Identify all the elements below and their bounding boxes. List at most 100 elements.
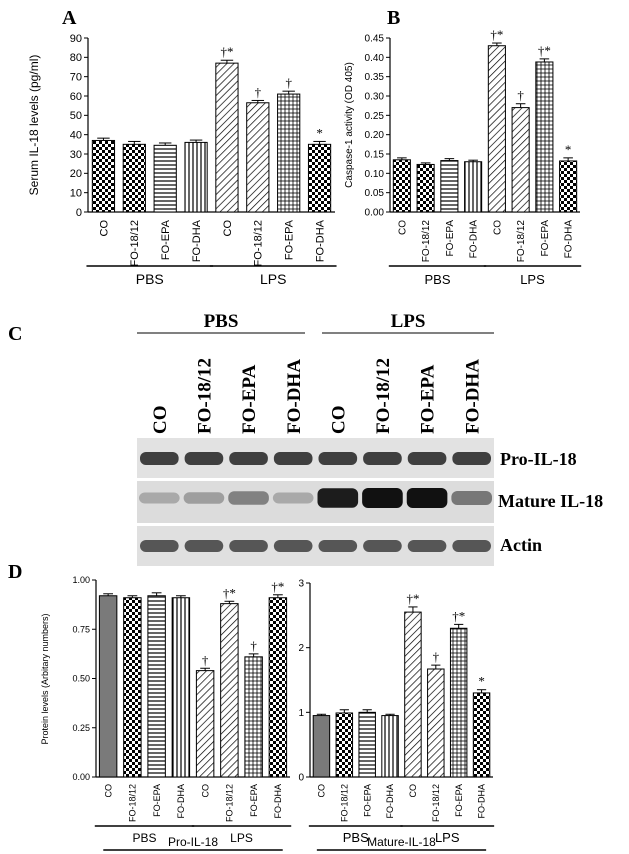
y-tick-label: 40 (70, 130, 82, 142)
bar (472, 692, 491, 778)
significance-label: †* (538, 43, 551, 58)
y-tick-label: 1.00 (72, 575, 90, 585)
bar (246, 102, 270, 213)
y-tick-label: 0.25 (365, 111, 385, 122)
band-pro-il18 (229, 452, 268, 465)
bar (487, 45, 506, 213)
group-label: LPS (260, 271, 286, 287)
bar (511, 107, 530, 213)
y-tick-label: 60 (70, 91, 82, 103)
bar (449, 627, 468, 778)
bar (268, 597, 288, 778)
blot-group-label-lps: LPS (391, 311, 426, 332)
bar (123, 597, 142, 778)
bar (427, 668, 445, 778)
blot-row-label-pro-il18: Pro-IL-18 (500, 449, 577, 469)
bar (98, 595, 118, 778)
x-tick-label: FO-18/12 (431, 784, 441, 822)
bar (171, 597, 191, 778)
x-tick-label: CO (98, 220, 110, 237)
group-label: PBS (424, 272, 450, 287)
significance-label: † (517, 88, 524, 103)
y-tick-label: 0.00 (365, 208, 385, 219)
band-pro-il18 (273, 452, 313, 465)
y-tick-label: 70 (70, 72, 82, 84)
band-pro-il18 (318, 452, 358, 465)
y-tick-label: 30 (70, 149, 82, 161)
x-tick-label: FO-DHA (191, 219, 203, 262)
band-mature-il18 (362, 488, 403, 508)
y-tick-label: 0.75 (72, 624, 90, 634)
band-mature-il18 (183, 492, 225, 504)
x-tick-label: CO (397, 220, 408, 235)
band-pro-il18 (452, 452, 491, 465)
bar (358, 711, 376, 778)
bar (392, 159, 411, 213)
group-label: PBS (136, 271, 164, 287)
x-tick-label: FO-18/12 (516, 220, 527, 263)
band-actin (140, 540, 179, 552)
group-label: PBS (132, 831, 156, 845)
x-tick-label: FO-EPA (362, 784, 372, 817)
y-tick-label: 0.50 (72, 674, 90, 684)
group-label: PBS (343, 830, 369, 845)
y-axis-label: Serum IL-18 levels (pg/ml) (27, 55, 41, 196)
significance-label: †* (271, 579, 284, 594)
blot-group-label-pbs: PBS (204, 311, 239, 332)
y-tick-label: 2 (298, 643, 304, 654)
band-actin (318, 540, 358, 552)
band-actin (229, 540, 268, 552)
blot-lane-label: FO-EPA (239, 364, 260, 434)
x-tick-label: CO (317, 784, 327, 798)
bar (195, 670, 215, 778)
y-axis-label: Protein levels (Arbitary numbers) (40, 613, 50, 744)
bar (122, 143, 146, 213)
y-axis-label: Caspase-1 activity (OD 405) (344, 62, 355, 188)
y-tick-label: 0 (298, 773, 304, 784)
significance-label: †* (223, 585, 236, 600)
x-tick-label: FO-DHA (273, 784, 283, 819)
bar (91, 139, 116, 213)
chart-caspase1: 0.00 0.05 0.10 0.15 0.20 0.25 0.30 0.35 0.40 0.45… (344, 27, 582, 287)
bar (416, 163, 435, 213)
band-actin (407, 540, 447, 552)
panel-label-d: D (8, 561, 22, 583)
blot-lane-label: FO-DHA (462, 359, 483, 434)
band-mature-il18 (228, 491, 269, 505)
significance-label: † (433, 649, 440, 664)
band-actin (273, 540, 313, 552)
blot-row-label-mature-il18: Mature IL-18 (498, 491, 603, 511)
y-tick-label: 0.25 (72, 723, 90, 733)
band-pro-il18 (363, 452, 402, 465)
blot-lane-label: CO (150, 406, 171, 435)
bar (440, 160, 459, 213)
x-tick-label: FO-DHA (314, 219, 326, 262)
x-tick-label: FO-DHA (469, 220, 480, 259)
panel-label-b: B (387, 7, 400, 29)
x-tick-label: FO-DHA (564, 220, 575, 259)
y-tick-label: 0.30 (365, 92, 385, 103)
x-tick-label: FO-18/12 (225, 784, 235, 822)
bar (381, 715, 399, 778)
bar (404, 611, 422, 778)
blot-row-label-actin: Actin (500, 535, 542, 555)
footer-label: Pro-IL-18 (168, 835, 218, 849)
blot-lane-label: FO-18/12 (373, 358, 394, 434)
x-tick-label: FO-18/12 (129, 220, 141, 266)
chart-serum-il18: 0 10 20 30 40 50 60 70 80 90 Serum IL-18 levels (p… (27, 33, 337, 287)
band-actin (452, 540, 491, 552)
band-mature-il18 (139, 492, 180, 504)
bar (147, 595, 166, 778)
group-label: LPS (520, 272, 545, 287)
bar (244, 656, 263, 778)
band-actin (184, 540, 224, 552)
y-tick-label: 80 (70, 52, 82, 64)
y-tick-label: 10 (70, 188, 82, 200)
band-mature-il18 (406, 488, 448, 508)
bar (307, 143, 332, 213)
chart-pro-il18-protein: 0.00 0.25 0.50 0.75 1.00 Protein levels (Arbi… (40, 575, 292, 851)
band-mature-il18 (451, 491, 492, 505)
x-tick-label: FO-18/12 (128, 784, 138, 822)
x-tick-label: FO-DHA (176, 784, 186, 819)
